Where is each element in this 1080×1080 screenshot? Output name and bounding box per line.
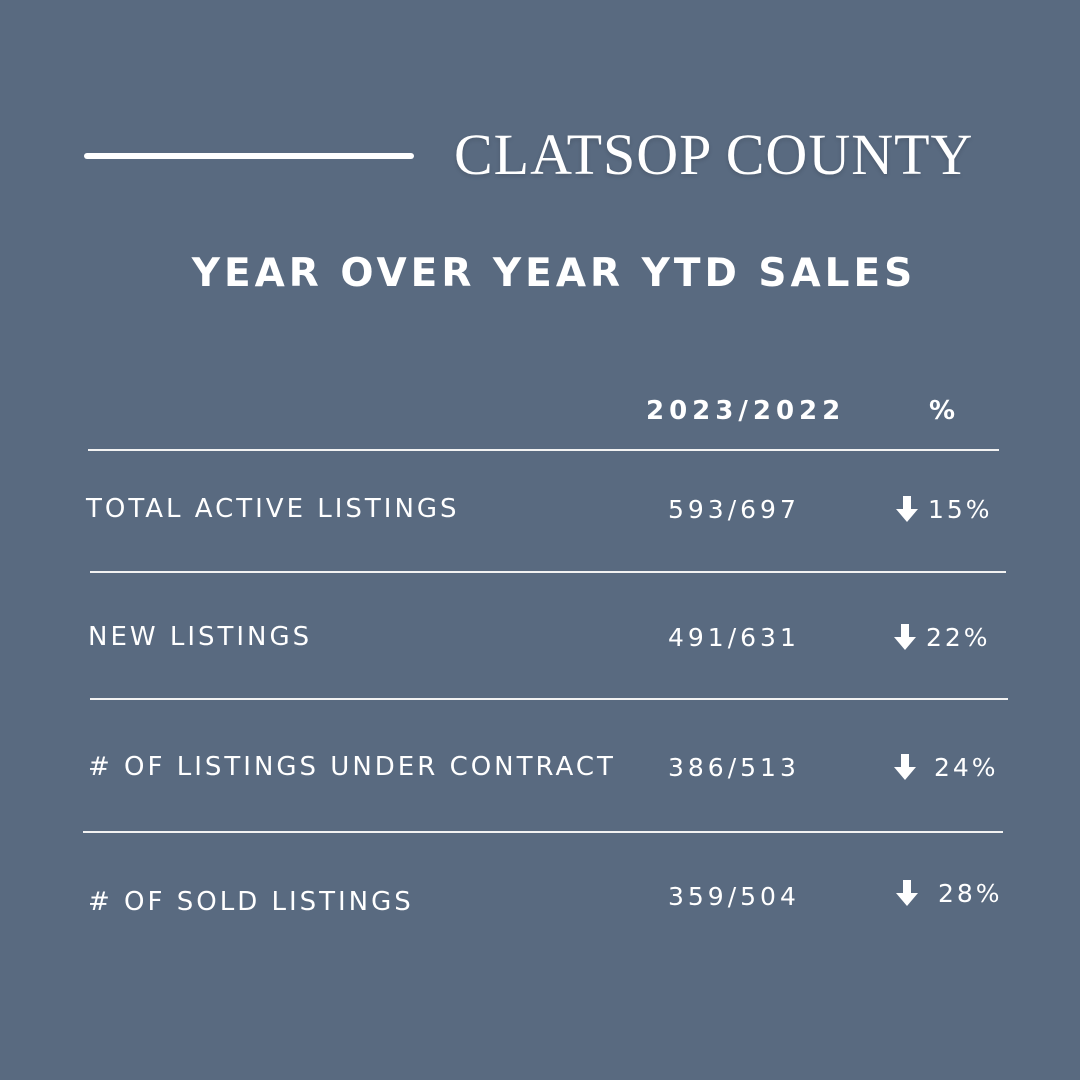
row-value-sold-listings: 359/504 xyxy=(668,882,800,911)
row-change-new-listings: 22% xyxy=(894,624,991,650)
row-change-sold-listings: 28% xyxy=(896,880,1003,906)
down-arrow-icon xyxy=(894,754,916,780)
row-label-sold-listings: # OF SOLD LISTINGS xyxy=(88,887,414,917)
row-change-total-active-listings: 15% xyxy=(896,496,993,522)
column-header-percent: % xyxy=(929,396,956,426)
page-title: CLATSOP COUNTY xyxy=(454,122,974,187)
table-divider xyxy=(88,449,999,451)
down-arrow-icon xyxy=(896,496,918,522)
row-change-value: 24% xyxy=(934,752,999,782)
column-header-ratio: 2023/2022 xyxy=(646,396,846,426)
row-change-listings-under-contract: 24% xyxy=(894,754,999,780)
row-change-value: 22% xyxy=(926,622,991,652)
row-label-new-listings: NEW LISTINGS xyxy=(88,622,313,652)
row-value-total-active-listings: 593/697 xyxy=(668,495,800,524)
row-value-listings-under-contract: 386/513 xyxy=(668,753,800,782)
row-label-total-active-listings: TOTAL ACTIVE LISTINGS xyxy=(86,494,460,524)
down-arrow-icon xyxy=(896,880,918,906)
row-change-value: 28% xyxy=(938,878,1003,908)
row-label-listings-under-contract: # OF LISTINGS UNDER CONTRACT xyxy=(88,752,616,782)
header-divider xyxy=(84,153,414,159)
row-value-new-listings: 491/631 xyxy=(668,623,800,652)
page-subtitle: YEAR OVER YEAR YTD SALES xyxy=(191,251,917,296)
table-divider xyxy=(90,571,1006,573)
table-divider xyxy=(83,831,1003,833)
row-change-value: 15% xyxy=(928,494,993,524)
down-arrow-icon xyxy=(894,624,916,650)
table-divider xyxy=(90,698,1008,700)
